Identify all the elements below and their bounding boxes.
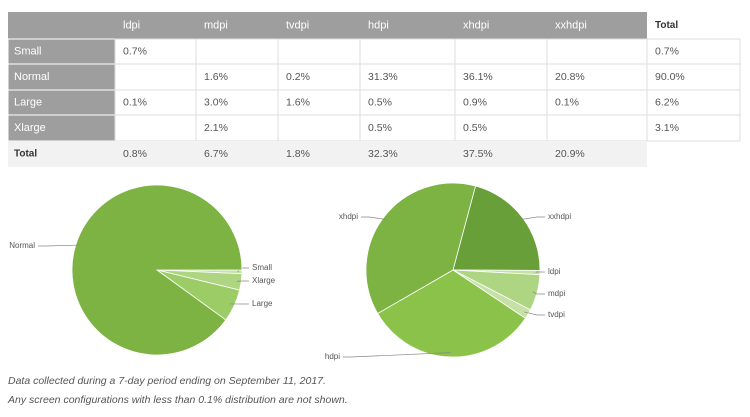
pie-label: Normal [9,241,35,250]
pie-slice [377,269,526,358]
cell-bg [114,89,197,116]
cell: 3.1% [655,122,679,134]
pie-label: xxhdpi [548,212,571,221]
pie-label: hdpi [325,352,340,361]
cell-bg [546,38,648,65]
total-cell: 1.8% [286,148,310,160]
total-label: Total [14,149,37,160]
total-cell: 20.9% [555,148,585,160]
cell-bg [359,38,456,65]
pie-slice [71,184,243,356]
total-cell: 32.3% [368,148,398,160]
cell-bg [359,89,456,116]
cell-bg [546,114,648,142]
leader-line [532,291,545,295]
pie-slice [452,185,541,271]
pie-label: xhdpi [339,212,358,221]
cell: 0.5% [463,122,487,134]
total-row-bg [8,141,647,167]
pie-label: mdpi [548,289,566,298]
leader-line [38,244,81,247]
leader-line [361,216,388,221]
cell-bg [646,63,741,91]
cell-bg [546,89,648,116]
row-label: Small [14,45,42,57]
column-header: hdpi [368,19,389,31]
cell: 0.5% [368,122,392,134]
cell-bg [454,38,548,65]
cell-bg [646,114,741,142]
cell: 0.1% [555,96,579,108]
leader-line [524,311,545,316]
cell: 0.7% [123,45,147,57]
row-label: Large [14,96,42,108]
cell: 0.1% [123,96,147,108]
pie-label: Large [252,299,273,308]
cell: 90.0% [655,71,685,83]
row-label: Normal [14,71,49,83]
column-header: xhdpi [463,19,489,31]
total-cell: 6.7% [204,148,228,160]
cell-bg [277,38,361,65]
cell: 0.5% [368,96,392,108]
row-label-bg [7,38,116,65]
cell-bg [646,38,741,65]
pie-slice [365,182,477,315]
cell-bg [114,114,197,142]
cell: 0.9% [463,96,487,108]
cell: 3.0% [204,96,228,108]
column-header: mdpi [204,19,228,31]
cell-bg [114,63,197,91]
pie-label: tvdpi [548,310,565,319]
total-cell: 0.8% [123,148,147,160]
cell-bg [114,38,197,65]
note: Data collected during a 7-day period end… [8,375,326,387]
column-header: Total [655,20,678,31]
column-header: xxhdpi [555,19,587,31]
note: Any screen configurations with less than… [7,394,348,406]
cell: 0.2% [286,71,310,83]
total-header-bg [647,12,740,39]
column-header: tvdpi [286,19,309,31]
cell-bg [277,114,361,142]
cell-bg [454,63,548,91]
cell-bg [195,89,279,116]
total-cell: 37.5% [463,148,493,160]
row-label: Xlarge [14,122,46,134]
cell-bg [454,89,548,116]
cell: 1.6% [204,71,228,83]
cell-bg [359,114,456,142]
cell-bg [195,38,279,65]
cell: 31.3% [368,71,398,83]
cell-bg [546,63,648,91]
leader-line [343,352,451,358]
pie-label: ldpi [548,267,561,276]
cell: 1.6% [286,96,310,108]
cell-bg [454,114,548,142]
pie-label: Small [252,263,272,272]
header-bg [8,12,647,39]
cell: 36.1% [463,71,493,83]
row-label-bg [7,114,116,142]
column-header: ldpi [123,19,140,31]
pie-label: Xlarge [252,276,276,285]
cell: 2.1% [204,122,228,134]
cell: 6.2% [655,96,679,108]
cell: 0.7% [655,45,679,57]
cell-bg [277,89,361,116]
leader-line [518,216,545,221]
cell: 20.8% [555,71,585,83]
cell-bg [646,89,741,116]
